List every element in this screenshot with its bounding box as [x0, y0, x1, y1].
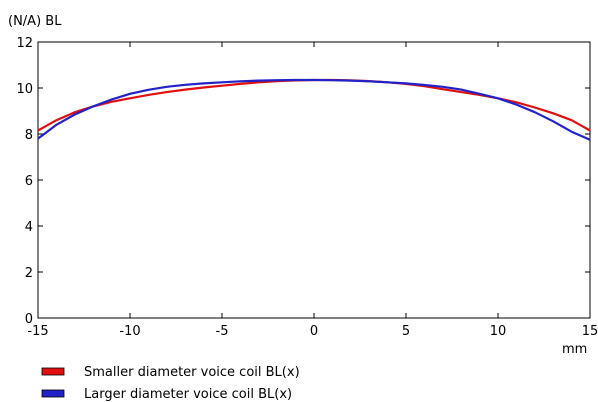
legend-swatch-1 — [41, 367, 65, 376]
y-axis-unit-label: (N/A) BL — [8, 14, 62, 29]
legend-label-1: Smaller diameter voice coil BL(x) — [84, 365, 300, 380]
series-line-1 — [37, 78, 591, 132]
y-tick-label: 12 — [16, 36, 33, 51]
y-tick-label: 2 — [25, 266, 33, 281]
x-tick-label: -15 — [27, 324, 48, 339]
y-tick-label: 6 — [25, 174, 33, 189]
series-line-2 — [37, 78, 591, 141]
x-tick-label: 10 — [490, 324, 507, 339]
plot-area: 0 2 4 6 8 10 12 -15 -10 -5 0 5 10 15 — [16, 36, 598, 339]
x-tick-label: -10 — [119, 324, 140, 339]
y-tick-label: 0 — [25, 312, 33, 327]
series-layer — [37, 78, 591, 141]
x-tick-label: 15 — [582, 324, 598, 339]
y-axis-ticks: 0 2 4 6 8 10 12 — [16, 36, 590, 327]
y-tick-label: 8 — [25, 128, 33, 143]
x-tick-label: -5 — [216, 324, 229, 339]
y-tick-label: 4 — [25, 220, 33, 235]
legend-label-2: Larger diameter voice coil BL(x) — [84, 387, 292, 402]
legend: Smaller diameter voice coil BL(x) Larger … — [41, 365, 300, 402]
plot-frame — [37, 41, 591, 319]
x-axis-unit-label: mm — [562, 342, 587, 357]
y-tick-label: 10 — [16, 82, 33, 97]
x-axis-ticks: -15 -10 -5 0 5 10 15 — [27, 42, 598, 339]
x-tick-label: 5 — [402, 324, 410, 339]
legend-swatch-2 — [41, 389, 65, 398]
x-tick-label: 0 — [310, 324, 318, 339]
